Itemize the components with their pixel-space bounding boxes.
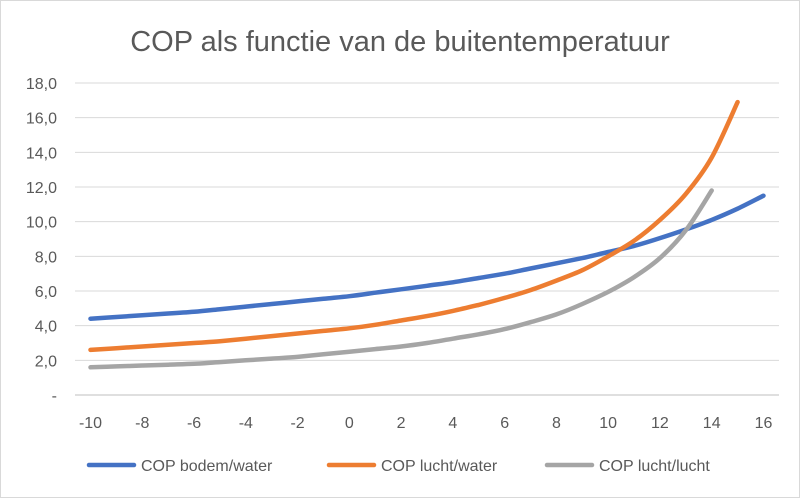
x-tick-label: 8	[552, 415, 561, 432]
legend: COP bodem/water COP lucht/water COP lucht/…	[86, 458, 710, 475]
x-tick-label: 2	[397, 415, 406, 432]
y-tick-label: 18,0	[26, 76, 57, 93]
series-line-1	[88, 99, 740, 353]
x-tick-label: -6	[187, 415, 201, 432]
x-tick-label: -10	[79, 415, 102, 432]
x-tick-label: 10	[599, 415, 617, 432]
x-tick-label: 6	[500, 415, 509, 432]
y-tick-label: 16,0	[26, 111, 57, 128]
y-tick-label: 6,0	[35, 284, 57, 301]
y-axis-tick-labels: - 2,0 4,0 6,0 8,0 10,0 12,0 14,0 16,0 18,0	[26, 76, 57, 405]
series-line-2	[88, 188, 714, 370]
x-tick-label: 14	[703, 415, 721, 432]
y-tick-label: 2,0	[35, 353, 57, 370]
y-tick-label: 8,0	[35, 249, 57, 266]
chart-title: COP als functie van de buitentemperatuur	[130, 26, 670, 58]
series-lines	[88, 99, 766, 370]
series-line-0	[88, 193, 766, 321]
x-tick-label: -2	[290, 415, 304, 432]
y-tick-label: 14,0	[26, 145, 57, 162]
legend-label-0: COP bodem/water	[141, 458, 273, 475]
y-tick-label: 4,0	[35, 319, 57, 336]
x-axis-tick-labels: -10 -8 -6 -4 -2 0 2 4 6 8 10 12 14 16	[79, 415, 773, 432]
x-tick-label: 16	[755, 415, 773, 432]
x-tick-label: -8	[135, 415, 149, 432]
x-tick-label: 0	[345, 415, 354, 432]
legend-label-1: COP lucht/water	[381, 458, 498, 475]
gridlines	[75, 82, 779, 396]
y-tick-label: -	[52, 388, 57, 405]
y-tick-label: 12,0	[26, 180, 57, 197]
legend-label-2: COP lucht/lucht	[599, 458, 710, 475]
x-tick-label: -4	[239, 415, 253, 432]
x-tick-label: 12	[651, 415, 669, 432]
y-tick-label: 10,0	[26, 215, 57, 232]
x-tick-label: 4	[448, 415, 457, 432]
